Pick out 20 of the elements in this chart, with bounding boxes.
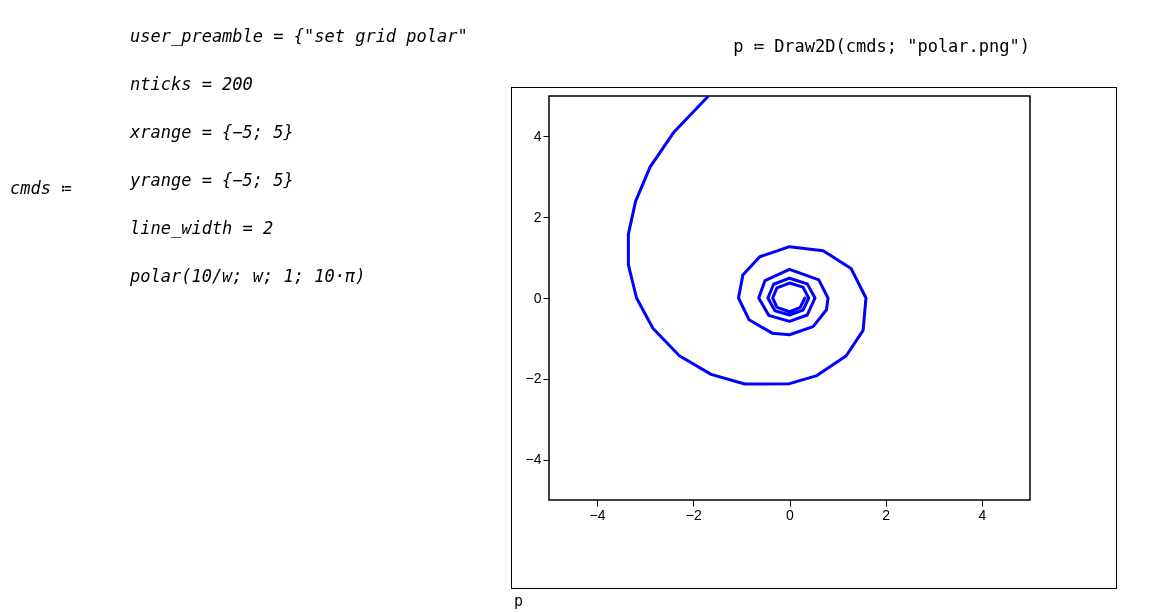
x-tick-label: 2 [882,506,891,523]
text: user_preamble = {"set grid polar" [130,26,468,46]
y-tick-label: −4 [525,451,542,468]
text: xrange = {−5; 5} [130,122,294,142]
x-tick-label: 0 [786,506,795,523]
y-tick-label: −2 [525,370,542,387]
text: cmds ≔ [10,178,72,198]
text: p [514,592,524,610]
x-tick-label: −2 [685,506,702,523]
chart-title: p ≔ Draw2D(cmds; "polar.png") [733,36,1030,56]
line-series [626,96,868,386]
y-tick-label: 4 [533,127,542,144]
text: line_width = 2 [130,218,274,238]
y-tick-label: 0 [533,289,542,306]
text: nticks = 200 [130,74,253,94]
y-tick-label: 2 [533,208,542,225]
x-tick-label: −4 [589,506,606,523]
text: yrange = {−5; 5} [130,170,294,190]
x-tick-label: 4 [978,506,987,523]
text: polar(10/w; w; 1; 10·π) [130,266,366,286]
